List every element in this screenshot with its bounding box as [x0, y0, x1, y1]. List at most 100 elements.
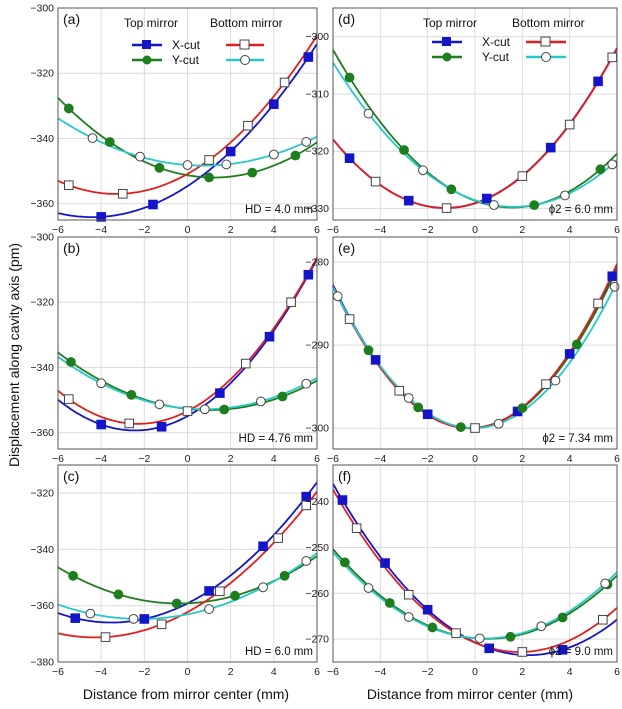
- panel-b-xtick-label: −4: [95, 453, 107, 465]
- panel-c-xtick-label: 0: [185, 666, 191, 678]
- panel-b-marker-bottom-x: [124, 418, 135, 429]
- panel-b-xtick-label: 2: [228, 453, 234, 465]
- panel-d-marker-top-y: [344, 72, 355, 83]
- panel-c-ytick-label: −360: [30, 600, 54, 612]
- panel-d-label: (d): [338, 11, 355, 27]
- panel-a-marker-top-x: [225, 146, 236, 157]
- panel-a-marker-bottom-y: [135, 151, 145, 162]
- x-axis-label-right: Distance from mirror center (mm): [367, 686, 573, 702]
- panel-d-marker-bottom-x: [564, 119, 575, 130]
- panel-f-marker-bottom-y: [536, 621, 547, 632]
- panel-c-marker-bottom-x: [156, 619, 167, 630]
- panel-a-marker-bottom-x: [279, 77, 290, 88]
- y-axis-label: Displacement along cavity axis (pm): [6, 243, 22, 467]
- legend-label-x-cut: X-cut: [172, 38, 201, 52]
- panel-a-marker-top-y: [104, 137, 115, 147]
- panel-d-ytick-label: −310: [305, 88, 329, 100]
- legend-label-y-cut: Y-cut: [172, 53, 200, 67]
- panel-a-marker-bottom-x: [117, 188, 128, 199]
- panel-d-marker-bottom-x: [517, 171, 528, 181]
- panel-d-marker-top-x: [593, 76, 603, 87]
- panel-b: −360 −340 −320 −300 −6 −4 −2 0 2 4 6 (b) HD = 4.76 m…: [30, 232, 320, 466]
- panel-f-marker-bottom-y: [474, 633, 485, 644]
- panel-e-marker-bottom-x: [541, 379, 551, 389]
- panel-e: −300 −290 −280 −6 −4 −2 0 2 4 6 (e) ϕ2 = 7.34 mm: [305, 236, 620, 465]
- panel-e-marker-bottom-y: [609, 281, 620, 292]
- panel-f-xtick-label: −2: [422, 666, 434, 678]
- panel-e-marker-top-y: [413, 402, 424, 413]
- legend-marker-top-x: [142, 40, 151, 49]
- panel-c-marker-top-x: [139, 614, 150, 624]
- panel-d-ytick-label: −330: [305, 203, 329, 215]
- panel-e-marker-top-y: [571, 339, 582, 350]
- panel-a: −360 −340 −320 −300 −6 −4 −2 0 2 4 6 (a) HD = 4.0 mm: [30, 3, 320, 237]
- panel-b-marker-bottom-y: [199, 404, 210, 415]
- panel-b-xtick-label: −2: [138, 453, 150, 465]
- panel-f-marker-bottom-y: [600, 578, 611, 589]
- panel-c-marker-bottom-x: [215, 586, 225, 597]
- panel-d-xtick-label: −2: [422, 224, 434, 236]
- panel-f-xtick-label: 6: [614, 666, 620, 678]
- panel-b-marker-bottom-y: [96, 378, 107, 389]
- legend-marker-top-y: [142, 55, 152, 65]
- panel-f-ytick-label: −270: [305, 634, 329, 646]
- panel-d-marker-bottom-x: [441, 203, 452, 213]
- legend-marker-bottom-y-right: [541, 52, 551, 62]
- panel-a-marker-top-x: [148, 199, 158, 210]
- panel-a-marker-bottom-x: [204, 155, 214, 165]
- panel-e-marker-bottom-y: [550, 375, 561, 386]
- panel-b-xtick-label: 0: [185, 453, 191, 465]
- panel-a-marker-bottom-y: [268, 149, 279, 160]
- panel-c-marker-bottom-y: [204, 604, 214, 614]
- panel-e-xtick-label: 4: [567, 453, 573, 465]
- panel-d-marker-top-y: [446, 184, 457, 195]
- legend-header-top-right: Top mirror: [423, 16, 477, 30]
- panel-a-marker-top-y: [247, 167, 258, 178]
- panel-d-marker-bottom-y: [418, 165, 428, 176]
- panel-d-xtick-label: −4: [374, 224, 386, 236]
- panel-c-marker-bottom-x: [273, 533, 283, 543]
- legend-marker-top-y-right: [442, 52, 452, 62]
- panel-a-xtick-label: 6: [314, 224, 320, 236]
- panel-a-frame: [57, 7, 318, 221]
- legend-header-top: Top mirror: [124, 16, 178, 30]
- panel-c-frame: [57, 464, 318, 663]
- panel-f-xtick-label: 4: [567, 666, 573, 678]
- panel-d-marker-top-x: [545, 142, 556, 153]
- panel-d-marker-top-x: [403, 195, 414, 206]
- panel-f-marker-bottom-x: [351, 523, 362, 533]
- panel-b-marker-top-x: [156, 421, 167, 432]
- panel-c-marker-bottom-y: [128, 613, 139, 624]
- panel-a-ytick-label: −300: [30, 3, 54, 15]
- legend-right: Top mirror Bottom mirror X-cut Y-cut: [423, 16, 585, 64]
- panel-e-marker-bottom-y: [332, 291, 343, 302]
- panel-c-marker-bottom-y: [258, 582, 268, 593]
- panel-a-marker-bottom-y: [221, 159, 232, 170]
- panel-c-marker-top-y: [68, 570, 79, 581]
- panel-c-xtick-label: −6: [52, 666, 64, 678]
- panel-d-marker-top-y: [399, 145, 409, 155]
- panel-a-ytick-label: −360: [30, 198, 54, 210]
- panel-a-marker-top-y: [204, 172, 214, 183]
- panel-f-marker-top-x: [337, 495, 348, 505]
- panel-e-xtick-label: 2: [519, 453, 525, 465]
- panel-b-marker-top-x: [215, 388, 225, 398]
- panel-d-marker-bottom-y: [489, 200, 499, 210]
- panel-f-xtick-label: −4: [374, 666, 386, 678]
- panel-e-marker-top-x: [607, 271, 618, 282]
- panel-f-marker-top-y: [384, 598, 395, 608]
- panel-b-marker-top-y: [219, 404, 230, 415]
- panels: −360−340−320−300−6 −4 −2 0 2 4 6(a)HD = 4.0 mm…: [30, 3, 620, 679]
- panel-b-marker-top-y: [277, 391, 288, 402]
- panel-e-xtick-label: −4: [374, 453, 386, 465]
- panel-a-marker-bottom-y: [87, 133, 98, 143]
- panel-f-label: (f): [338, 468, 351, 484]
- panel-e-marker-bottom-y: [493, 418, 504, 429]
- panel-a-marker-top-x: [303, 52, 314, 62]
- panel-d-xtick-label: −6: [327, 224, 339, 236]
- panel-e-marker-bottom-x: [470, 423, 480, 433]
- panel-e-xtick-label: −2: [422, 453, 434, 465]
- panel-f-marker-top-y: [557, 612, 568, 623]
- panel-b-marker-top-x: [96, 419, 106, 430]
